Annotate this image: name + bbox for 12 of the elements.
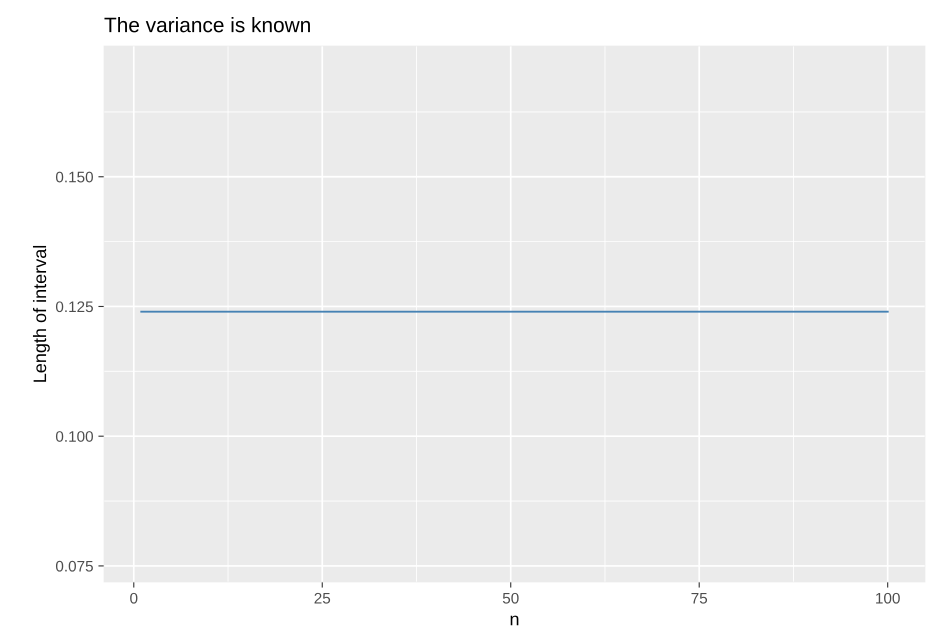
- x-tick-label: 25: [314, 592, 330, 604]
- x-tick-label: 50: [502, 592, 519, 604]
- x-tick-label: 0: [130, 592, 138, 604]
- y-tick-label: 0.075: [56, 560, 93, 572]
- y-axis-title: Length of interval: [32, 246, 50, 382]
- x-tick-label: 75: [691, 592, 708, 604]
- x-axis-title: n: [510, 616, 518, 626]
- chart-title: The variance is known: [104, 17, 310, 32]
- y-tick-label: 0.125: [56, 301, 93, 312]
- x-tick-label: 100: [876, 592, 900, 604]
- y-tick-label: 0.150: [56, 172, 93, 182]
- y-tick-label: 0.100: [56, 431, 93, 442]
